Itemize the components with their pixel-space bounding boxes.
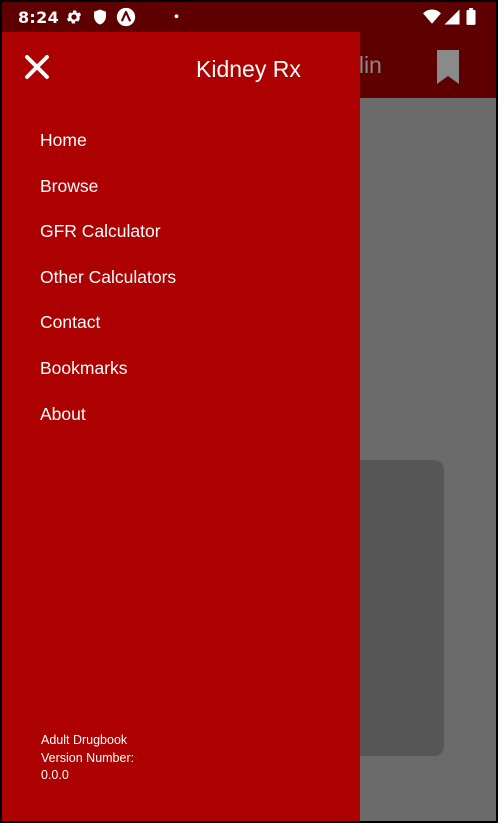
bookmark-icon[interactable] [435,50,461,84]
drawer-title: Kidney Rx [196,56,301,82]
drawer-menu: Home Browse GFR Calculator Other Calcula… [40,125,176,444]
signal-icon [444,9,460,25]
navigation-drawer: Kidney Rx Home Browse GFR Calculator Oth… [2,32,360,821]
menu-item-bookmarks[interactable]: Bookmarks [40,357,128,378]
status-time: 8:24 [18,8,59,27]
app-edition: Adult Drugbook [41,733,128,747]
menu-item-about[interactable]: About [40,403,86,424]
menu-item-home[interactable]: Home [40,130,87,150]
drawer-footer: Adult Drugbook Version Number: 0.0.0 [41,732,134,785]
menu-item-gfr-calculator[interactable]: GFR Calculator [40,221,161,242]
app-badge-icon [116,7,136,27]
version-number: 0.0.0 [41,768,69,782]
status-bar: 8:24 [2,2,496,32]
shield-icon [94,9,106,25]
dot-icon [174,14,179,19]
close-icon[interactable] [22,52,52,82]
wifi-icon [423,9,441,24]
menu-item-browse[interactable]: Browse [40,175,99,196]
menu-item-other-calculators[interactable]: Other Calculators [40,266,177,287]
battery-icon [466,8,476,25]
version-label: Version Number: [41,750,135,765]
gear-icon [66,10,82,24]
menu-item-contact[interactable]: Contact [40,312,101,333]
